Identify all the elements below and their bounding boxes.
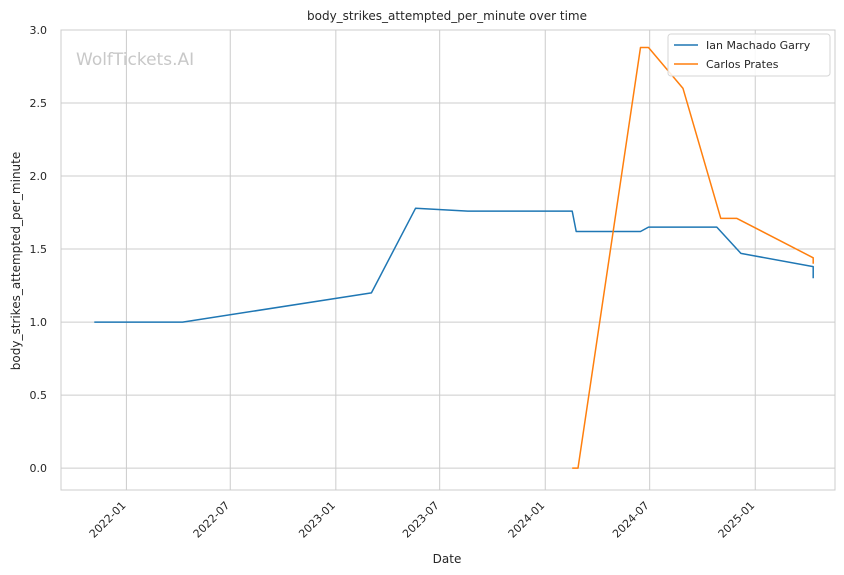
series-line-0	[94, 207, 814, 323]
x-tick-label: 2022-07	[191, 499, 233, 541]
series-line-1	[572, 46, 814, 469]
y-tick-label: 0.5	[30, 389, 48, 402]
watermark: WolfTickets.AI	[76, 50, 194, 70]
chart-title: body_strikes_attempted_per_minute over t…	[307, 9, 587, 23]
y-tick-label: 2.5	[30, 97, 48, 110]
x-tick-label: 2022-01	[87, 499, 129, 541]
y-tick-label: 0.0	[30, 462, 48, 475]
y-tick-label: 3.0	[30, 24, 48, 37]
x-tick-label: 2024-01	[506, 499, 548, 541]
grid-lines	[61, 29, 835, 490]
series-layer	[94, 46, 814, 469]
legend-label-1: Carlos Prates	[706, 58, 779, 71]
y-axis-ticks: 0.0 0.5 1.0 1.5 2.0 2.5 3.0	[30, 24, 48, 475]
legend-label-0: Ian Machado Garry	[706, 39, 811, 52]
y-tick-label: 1.5	[30, 243, 48, 256]
x-axis-ticks: 2022-01 2022-07 2023-01 2023-07 2024-01 2024-…	[87, 499, 758, 541]
x-tick-label: 2024-07	[610, 499, 652, 541]
legend-frame	[667, 33, 831, 77]
legend: Ian Machado Garry Carlos Prates	[667, 33, 831, 77]
x-axis-label: Date	[433, 552, 462, 566]
x-tick-label: 2025-01	[716, 499, 758, 541]
x-tick-label: 2023-07	[400, 499, 442, 541]
y-axis-label: body_strikes_attempted_per_minute	[9, 152, 23, 370]
plot-area	[60, 29, 836, 491]
y-tick-label: 1.0	[30, 316, 48, 329]
x-tick-label: 2023-01	[296, 499, 338, 541]
y-tick-label: 2.0	[30, 170, 48, 183]
